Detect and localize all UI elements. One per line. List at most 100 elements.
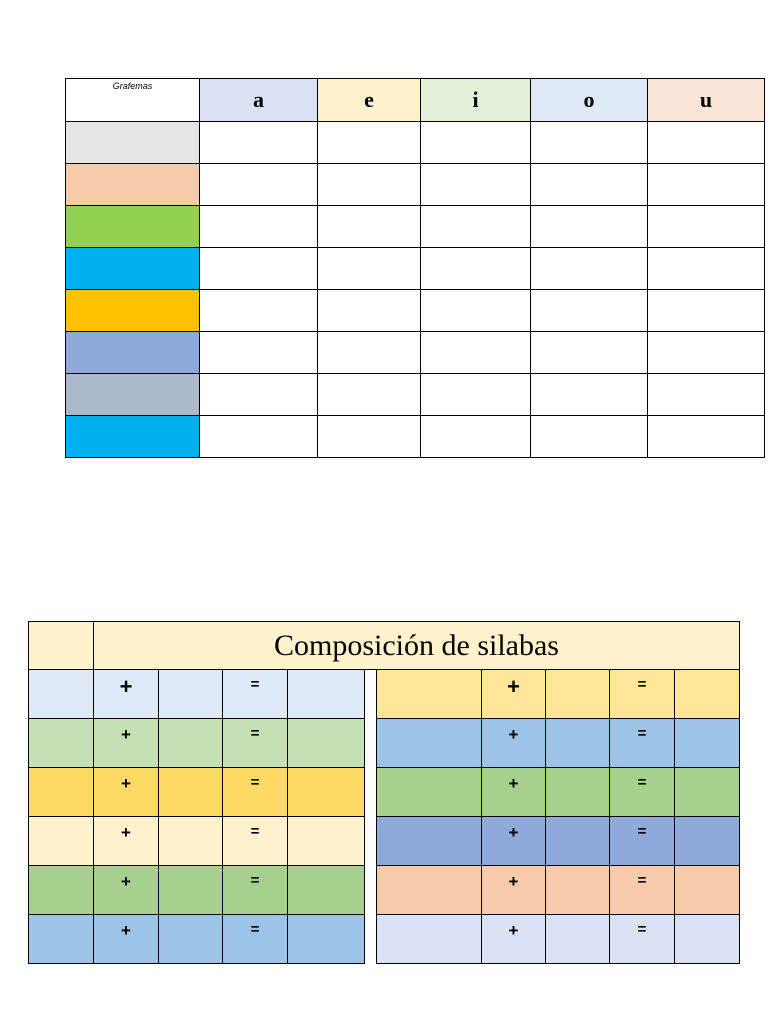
right-syllable-part-2[interactable] xyxy=(545,865,610,915)
column-gap xyxy=(364,718,377,768)
syllable-cell-a[interactable] xyxy=(199,331,318,374)
right-syllable-part-1[interactable] xyxy=(376,816,482,866)
syllable-cell-e[interactable] xyxy=(317,415,421,458)
grafemas-header-row: Grafemas a e i o u xyxy=(65,78,765,122)
left-syllable-result[interactable] xyxy=(287,865,365,915)
composicion-title: Composición de silabas xyxy=(93,621,740,670)
syllable-cell-u[interactable] xyxy=(647,205,765,248)
syllable-cell-i[interactable] xyxy=(420,415,531,458)
right-plus-sign: + xyxy=(481,718,546,768)
left-syllable-part-2[interactable] xyxy=(158,669,223,719)
syllable-cell-e[interactable] xyxy=(317,121,421,164)
column-gap xyxy=(364,816,377,866)
left-syllable-part-2[interactable] xyxy=(158,718,223,768)
right-syllable-part-2[interactable] xyxy=(545,914,610,964)
syllable-cell-a[interactable] xyxy=(199,247,318,290)
syllable-cell-o[interactable] xyxy=(530,289,648,332)
left-syllable-result[interactable] xyxy=(287,914,365,964)
right-syllable-part-1[interactable] xyxy=(376,669,482,719)
syllable-cell-u[interactable] xyxy=(647,415,765,458)
right-plus-sign: + xyxy=(481,669,546,719)
right-syllable-part-1[interactable] xyxy=(376,865,482,915)
left-syllable-result[interactable] xyxy=(287,718,365,768)
right-syllable-part-2[interactable] xyxy=(545,718,610,768)
right-plus-sign: + xyxy=(481,767,546,817)
right-syllable-result[interactable] xyxy=(674,718,740,768)
syllable-cell-u[interactable] xyxy=(647,247,765,290)
left-syllable-part-1[interactable] xyxy=(28,914,94,964)
right-syllable-result[interactable] xyxy=(674,816,740,866)
syllable-cell-i[interactable] xyxy=(420,205,531,248)
right-syllable-part-2[interactable] xyxy=(545,767,610,817)
left-syllable-result[interactable] xyxy=(287,816,365,866)
syllable-cell-a[interactable] xyxy=(199,121,318,164)
syllable-cell-o[interactable] xyxy=(530,121,648,164)
left-syllable-result[interactable] xyxy=(287,669,365,719)
syllable-cell-e[interactable] xyxy=(317,205,421,248)
right-syllable-result[interactable] xyxy=(674,865,740,915)
left-syllable-part-2[interactable] xyxy=(158,914,223,964)
grafemas-row xyxy=(65,331,765,374)
left-equals-sign: = xyxy=(222,767,288,817)
right-syllable-part-1[interactable] xyxy=(376,718,482,768)
syllable-cell-e[interactable] xyxy=(317,373,421,416)
composicion-row: + = + = xyxy=(28,767,740,817)
grafemas-row xyxy=(65,373,765,416)
syllable-cell-e[interactable] xyxy=(317,163,421,206)
syllable-cell-i[interactable] xyxy=(420,331,531,374)
syllable-cell-i[interactable] xyxy=(420,373,531,416)
composicion-table: Composición de silabas + = + = + = + = + = + = + = + = + =… xyxy=(28,621,740,964)
syllable-cell-o[interactable] xyxy=(530,205,648,248)
syllable-cell-a[interactable] xyxy=(199,415,318,458)
left-syllable-part-2[interactable] xyxy=(158,865,223,915)
syllable-cell-i[interactable] xyxy=(420,121,531,164)
syllable-cell-u[interactable] xyxy=(647,373,765,416)
syllable-cell-e[interactable] xyxy=(317,331,421,374)
right-syllable-part-1[interactable] xyxy=(376,767,482,817)
left-equals-sign: = xyxy=(222,718,288,768)
syllable-cell-i[interactable] xyxy=(420,163,531,206)
right-syllable-result[interactable] xyxy=(674,767,740,817)
left-syllable-part-1[interactable] xyxy=(28,669,94,719)
grapheme-color-swatch xyxy=(65,121,200,164)
syllable-cell-u[interactable] xyxy=(647,289,765,332)
syllable-cell-o[interactable] xyxy=(530,163,648,206)
syllable-cell-u[interactable] xyxy=(647,331,765,374)
right-syllable-result[interactable] xyxy=(674,914,740,964)
syllable-cell-e[interactable] xyxy=(317,247,421,290)
composicion-title-row: Composición de silabas xyxy=(28,621,740,670)
syllable-cell-i[interactable] xyxy=(420,247,531,290)
syllable-cell-u[interactable] xyxy=(647,121,765,164)
left-syllable-part-1[interactable] xyxy=(28,767,94,817)
syllable-cell-a[interactable] xyxy=(199,373,318,416)
left-plus-sign: + xyxy=(93,816,159,866)
left-syllable-part-1[interactable] xyxy=(28,816,94,866)
grafemas-row xyxy=(65,163,765,206)
grafemas-row xyxy=(65,415,765,458)
right-syllable-part-2[interactable] xyxy=(545,669,610,719)
right-syllable-part-2[interactable] xyxy=(545,816,610,866)
left-syllable-part-2[interactable] xyxy=(158,816,223,866)
left-syllable-part-1[interactable] xyxy=(28,865,94,915)
left-syllable-result[interactable] xyxy=(287,767,365,817)
syllable-cell-o[interactable] xyxy=(530,415,648,458)
left-syllable-part-2[interactable] xyxy=(158,767,223,817)
grafemas-body: Grafemas a e i o u xyxy=(65,78,765,458)
syllable-cell-o[interactable] xyxy=(530,373,648,416)
left-equals-sign: = xyxy=(222,669,288,719)
syllable-cell-a[interactable] xyxy=(199,163,318,206)
syllable-cell-o[interactable] xyxy=(530,247,648,290)
syllable-cell-a[interactable] xyxy=(199,205,318,248)
syllable-cell-u[interactable] xyxy=(647,163,765,206)
syllable-cell-e[interactable] xyxy=(317,289,421,332)
grafemas-row xyxy=(65,247,765,290)
left-syllable-part-1[interactable] xyxy=(28,718,94,768)
vowel-header-i: i xyxy=(420,78,531,122)
right-equals-sign: = xyxy=(609,816,675,866)
right-syllable-result[interactable] xyxy=(674,669,740,719)
syllable-cell-a[interactable] xyxy=(199,289,318,332)
syllable-cell-i[interactable] xyxy=(420,289,531,332)
right-syllable-part-1[interactable] xyxy=(376,914,482,964)
composicion-corner-cell xyxy=(28,621,94,670)
syllable-cell-o[interactable] xyxy=(530,331,648,374)
